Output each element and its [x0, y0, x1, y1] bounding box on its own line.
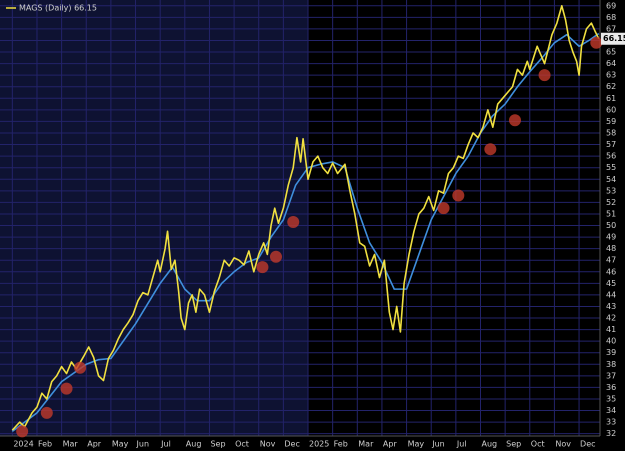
x-tick-label: Sep: [506, 440, 521, 449]
event-marker: [287, 216, 300, 229]
y-tick-label: 38: [606, 360, 616, 369]
y-tick-label: 49: [606, 233, 616, 242]
event-marker: [74, 361, 87, 374]
price-line: [11, 32, 600, 433]
y-tick-label: 63: [606, 71, 616, 80]
y-tick-label: 60: [606, 105, 616, 114]
x-tick-label: Aug: [481, 440, 497, 449]
x-tick-label: Dec: [580, 440, 595, 449]
x-tick-label: May: [408, 440, 425, 449]
x-tick-label: 2024: [13, 440, 33, 449]
x-tick-label: Aug: [186, 440, 202, 449]
y-tick-label: 39: [606, 348, 616, 357]
event-marker: [256, 261, 269, 274]
event-marker: [484, 143, 497, 156]
x-tick-label: Nov: [555, 440, 571, 449]
y-tick-label: 47: [606, 256, 616, 265]
x-tick-label: Jun: [136, 440, 150, 449]
y-tick-label: 37: [606, 371, 616, 380]
y-tick-label: 35: [606, 394, 616, 403]
event-marker: [590, 36, 603, 49]
last-price-box: [601, 32, 625, 45]
x-tick-label: Oct: [531, 440, 545, 449]
y-tick-label: 41: [606, 325, 616, 334]
y-tick-label: 36: [606, 383, 616, 392]
y-tick-label: 69: [606, 1, 616, 10]
y-tick-label: 54: [606, 175, 616, 184]
y-tick-label: 59: [606, 117, 616, 126]
y-tick-label: 45: [606, 279, 616, 288]
last-price-label: 66.15: [603, 34, 625, 43]
legend-label: MAGS (Daily) 66.15: [19, 4, 97, 13]
event-marker: [538, 69, 551, 82]
y-tick-label: 50: [606, 221, 616, 230]
event-marker: [60, 382, 73, 395]
x-tick-label: Apr: [87, 440, 102, 449]
y-tick-label: 40: [606, 337, 616, 346]
y-tick-label: 44: [606, 290, 616, 299]
x-tick-label: Apr: [383, 440, 398, 449]
y-tick-label: 48: [606, 244, 616, 253]
y-tick-label: 33: [606, 418, 616, 427]
y-tick-label: 64: [606, 59, 616, 68]
event-marker: [452, 189, 465, 202]
price-line: [11, 4, 600, 431]
x-tick-label: Oct: [235, 440, 249, 449]
y-tick-label: 51: [606, 209, 616, 218]
event-marker: [508, 114, 521, 127]
event-marker: [40, 406, 53, 419]
x-tick-label: Dec: [284, 440, 299, 449]
y-tick-label: 62: [606, 82, 616, 91]
x-tick-label: 2025: [309, 440, 329, 449]
y-tick-label: 42: [606, 314, 616, 323]
y-tick-label: 61: [606, 94, 616, 103]
y-tick-label: 55: [606, 163, 616, 172]
event-marker: [16, 425, 29, 438]
y-tick-label: 43: [606, 302, 616, 311]
x-tick-label: Feb: [38, 440, 52, 449]
x-tick-label: Mar: [63, 440, 79, 449]
y-tick-label: 32: [606, 429, 616, 438]
year-shade: [0, 0, 309, 436]
x-tick-label: Jun: [431, 440, 445, 449]
x-tick-label: Nov: [260, 440, 276, 449]
plot-area: [0, 0, 603, 438]
event-marker: [269, 250, 282, 263]
x-tick-label: Mar: [358, 440, 374, 449]
y-tick-label: 46: [606, 267, 616, 276]
x-tick-label: May: [112, 440, 129, 449]
y-tick-label: 56: [606, 152, 616, 161]
y-tick-label: 34: [606, 406, 616, 415]
x-tick-label: Sep: [210, 440, 225, 449]
y-tick-label: 67: [606, 24, 616, 33]
y-tick-label: 68: [606, 13, 616, 22]
y-tick-label: 65: [606, 48, 616, 57]
x-tick-label: Jul: [456, 440, 467, 449]
y-tick-label: 53: [606, 186, 616, 195]
y-tick-label: 58: [606, 128, 616, 137]
x-tick-label: Feb: [334, 440, 348, 449]
y-tick-label: 52: [606, 198, 616, 207]
x-tick-label: Jul: [160, 440, 171, 449]
event-marker: [437, 202, 450, 215]
y-tick-label: 57: [606, 140, 616, 149]
